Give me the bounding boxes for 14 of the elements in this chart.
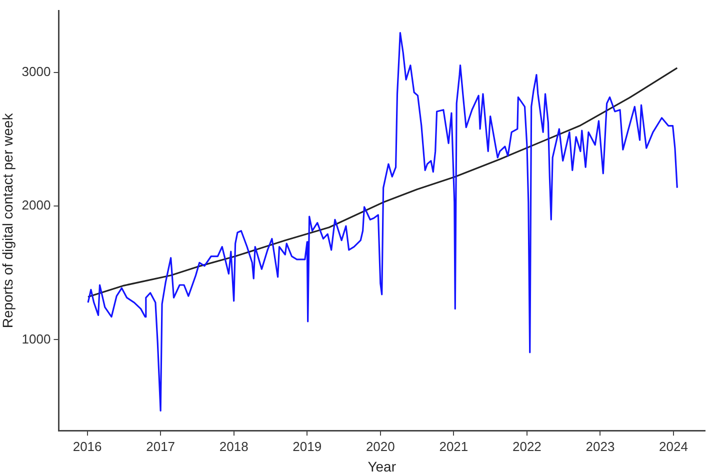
x-axis-title: Year: [368, 458, 396, 474]
x-tick-label: 2018: [219, 438, 248, 454]
y-tick-label: 2000: [22, 198, 51, 213]
y-tick-label: 1000: [22, 331, 51, 346]
x-tick-label: 2020: [366, 438, 395, 454]
x-tick-label: 2024: [659, 438, 688, 454]
x-tick-label: 2019: [292, 438, 322, 454]
x-tick-label: 2023: [586, 438, 615, 454]
x-tick-label: 2021: [439, 438, 468, 454]
y-tick-label: 3000: [22, 64, 51, 79]
y-axis-title: Reports of digital contact per week: [0, 112, 16, 328]
x-tick-label: 2017: [146, 438, 176, 454]
x-tick-label: 2022: [512, 438, 542, 454]
x-tick-label: 2016: [72, 438, 102, 454]
